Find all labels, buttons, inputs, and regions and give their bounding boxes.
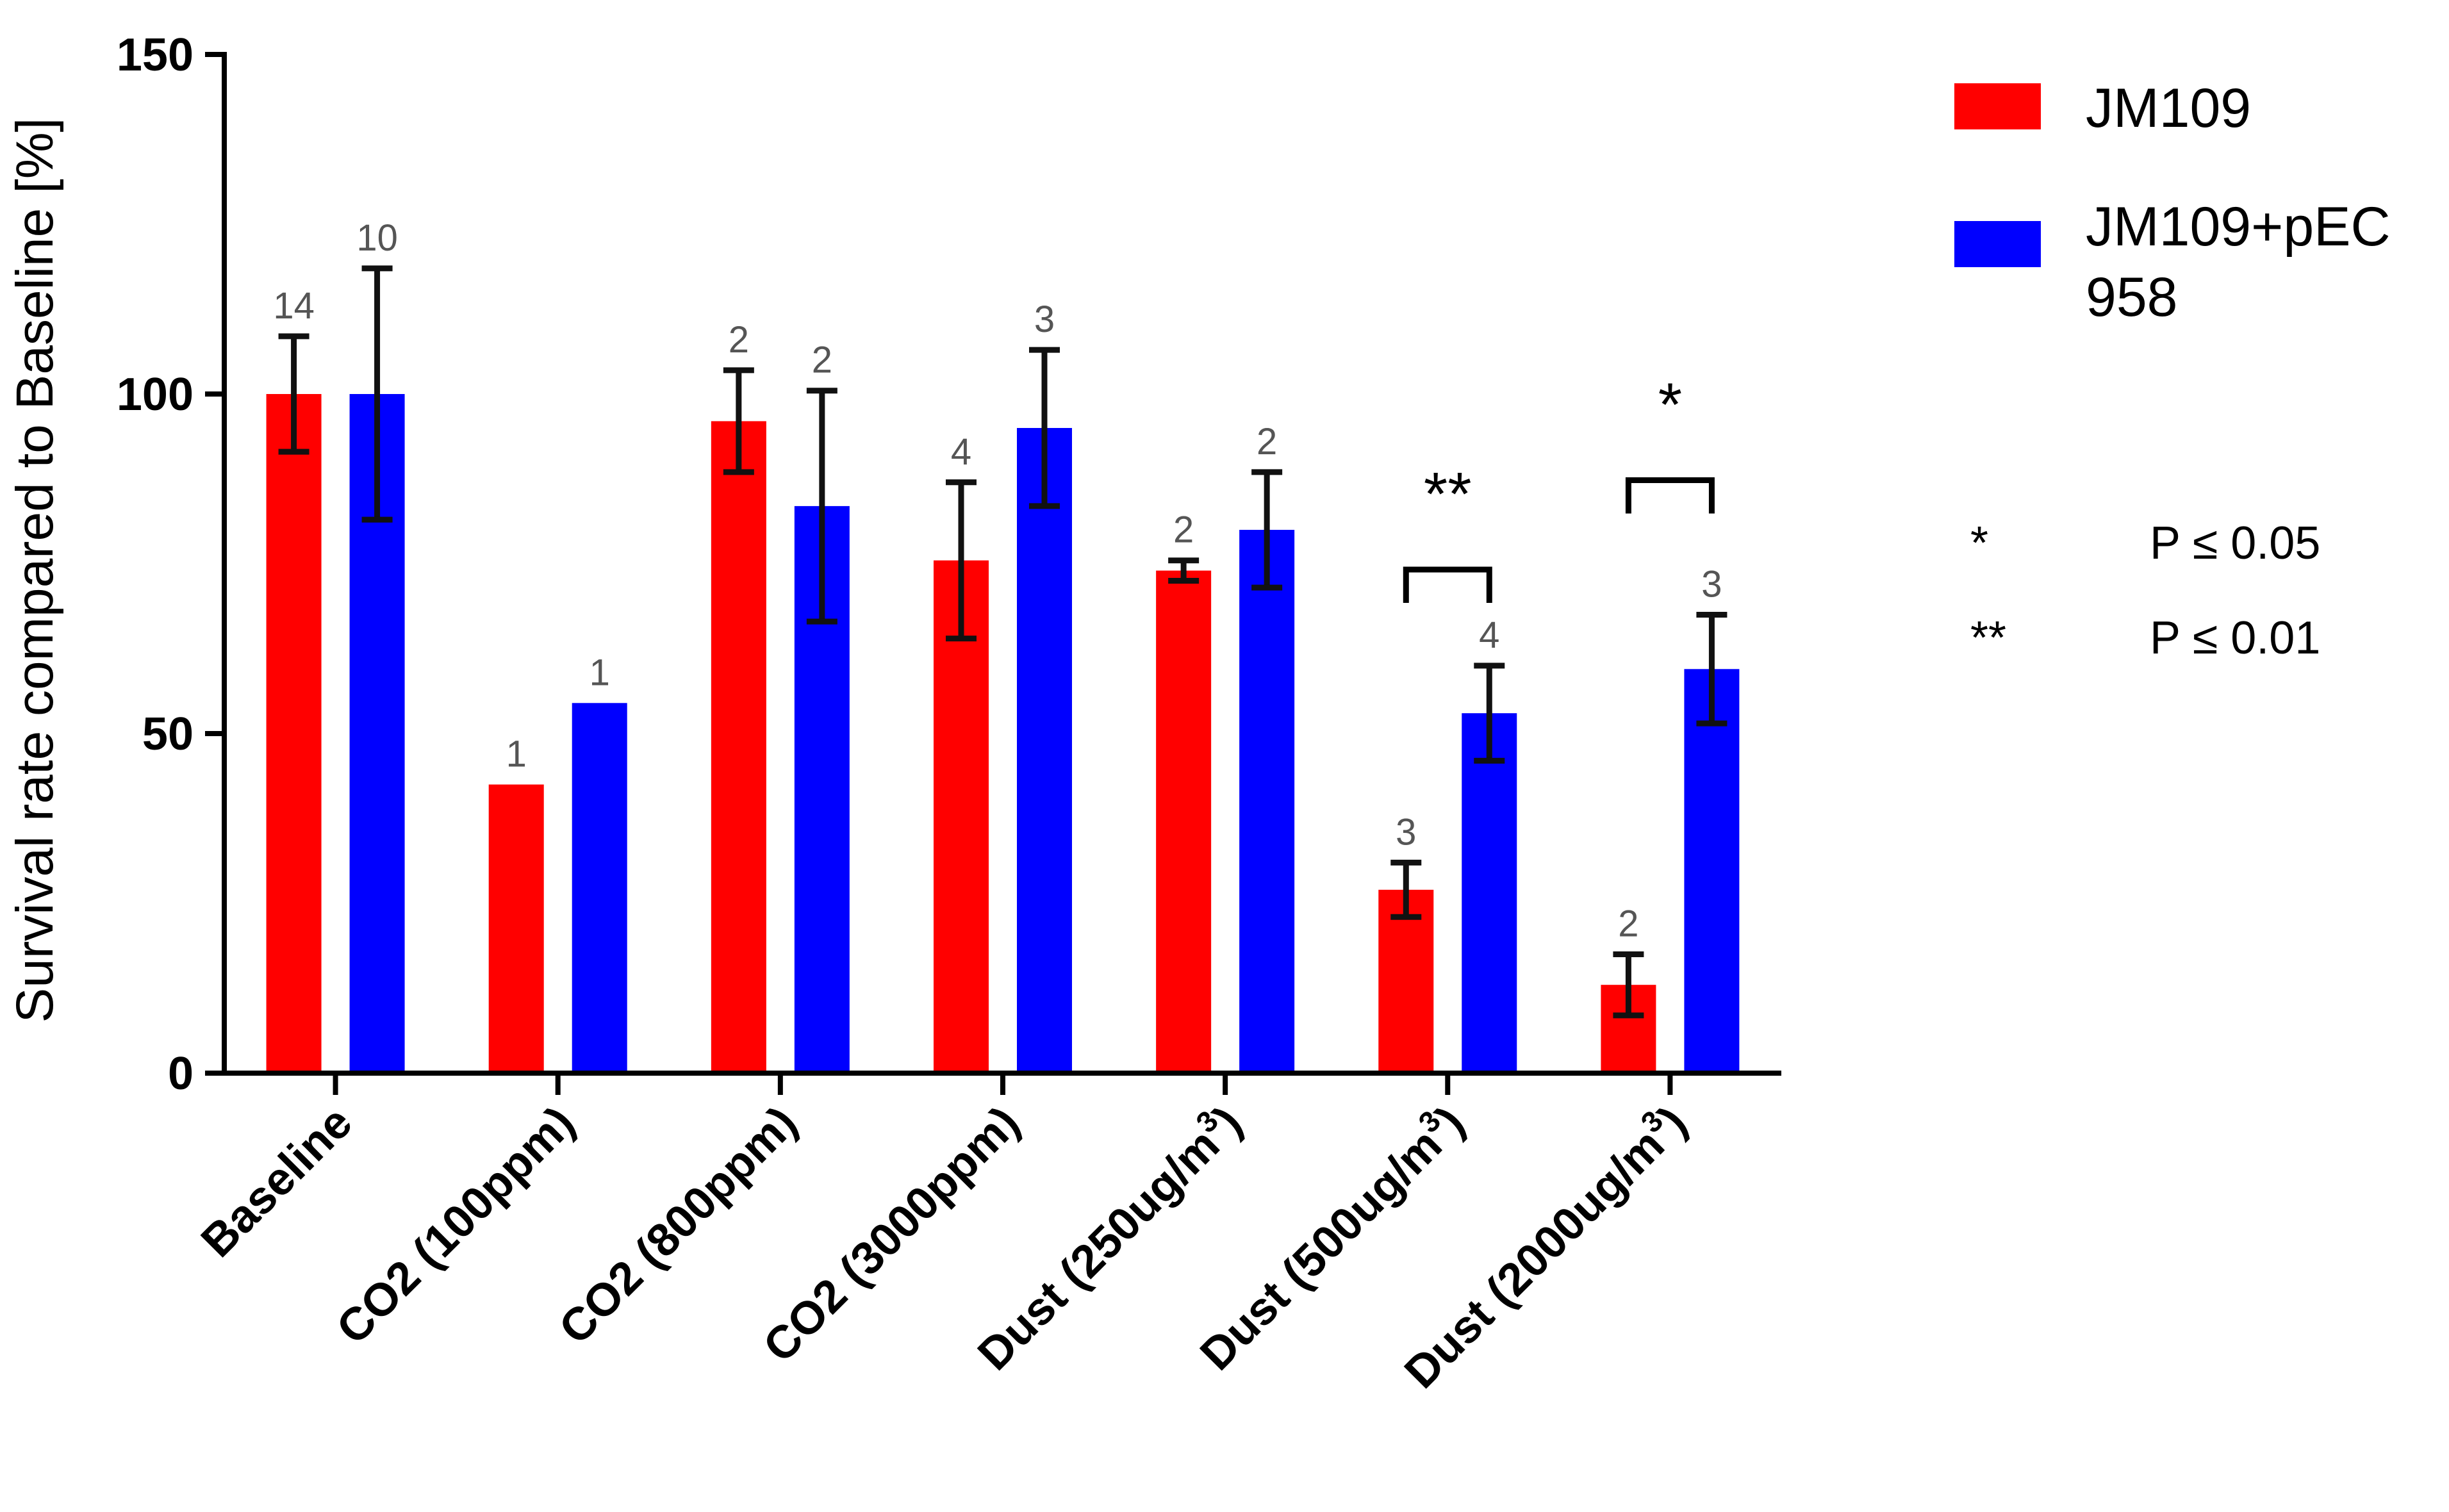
error-bar-0-0 bbox=[278, 333, 309, 455]
n-label: 2 bbox=[812, 340, 832, 381]
n-label: 3 bbox=[1396, 811, 1416, 853]
n-label: 2 bbox=[1618, 903, 1638, 945]
key-description: P ≤ 0.01 bbox=[2150, 612, 2320, 664]
bar-jm109-4 bbox=[1156, 570, 1212, 1073]
n-label: 4 bbox=[1479, 614, 1499, 656]
n-label: 14 bbox=[273, 285, 315, 327]
error-bar-0-3 bbox=[946, 479, 977, 642]
error-bar-0-6 bbox=[1613, 951, 1644, 1019]
error-bar-0-4 bbox=[1168, 557, 1200, 584]
y-tick-label: 150 bbox=[117, 29, 194, 81]
legend-entry-1: JM109+pEC 958 bbox=[1954, 196, 2391, 328]
bracket-line bbox=[1625, 477, 1715, 514]
bar-jm109-2 bbox=[711, 421, 766, 1073]
bars-layer bbox=[266, 394, 1740, 1073]
x-tick-label: Dust (2000ug/m3) bbox=[1391, 1093, 1696, 1398]
y-tick-label: 50 bbox=[142, 709, 194, 760]
bar-jm109-5 bbox=[1378, 889, 1434, 1073]
significance-bracket-6: * bbox=[1625, 371, 1715, 514]
x-tick-label: CO2 (800ppm) bbox=[549, 1097, 807, 1354]
significance-key-row-0: * P ≤ 0.05 bbox=[1970, 518, 2320, 569]
key-symbol: ** bbox=[1970, 612, 2006, 664]
n-label: 3 bbox=[1701, 564, 1722, 605]
error-bars-layer bbox=[278, 265, 1727, 1019]
legend-entry-0: JM109 bbox=[1954, 78, 2251, 139]
legend: JM109 JM109+pEC 958 bbox=[1954, 78, 2391, 328]
y-tick-label: 100 bbox=[117, 369, 194, 420]
bar-jm109-pec958-5 bbox=[1462, 713, 1517, 1073]
error-bar-1-2 bbox=[806, 388, 837, 625]
error-bar-1-0 bbox=[361, 265, 393, 523]
error-bar-1-4 bbox=[1251, 469, 1283, 591]
legend-label: JM109+pEC bbox=[2086, 196, 2391, 258]
y-tick-label: 0 bbox=[168, 1048, 194, 1099]
bracket-line bbox=[1403, 566, 1492, 603]
key-symbol: * bbox=[1970, 518, 1988, 569]
error-bar-0-5 bbox=[1390, 859, 1422, 920]
bar-jm109-0 bbox=[266, 394, 322, 1073]
significance-key-row-1: ** P ≤ 0.01 bbox=[1970, 612, 2320, 664]
significance-label: ** bbox=[1424, 460, 1472, 529]
y-axis-label: Survival rate compared to Baseline [%] bbox=[6, 118, 64, 1023]
key-description: P ≤ 0.05 bbox=[2150, 518, 2320, 569]
significance-layer: *** bbox=[1403, 371, 1715, 603]
bar-jm109-pec958-4 bbox=[1239, 530, 1295, 1073]
legend-swatch bbox=[1954, 83, 2041, 129]
legend-swatch bbox=[1954, 221, 2041, 267]
x-tick-label: Baseline bbox=[192, 1097, 362, 1267]
bar-jm109-1 bbox=[488, 784, 544, 1073]
significance-bracket-5: ** bbox=[1403, 460, 1492, 603]
legend-label: JM109 bbox=[2086, 78, 2251, 139]
x-tick-label: CO2 (100ppm) bbox=[327, 1097, 584, 1354]
bar-jm109-3 bbox=[934, 560, 989, 1073]
n-label: 2 bbox=[729, 319, 749, 361]
significance-key: * P ≤ 0.05 ** P ≤ 0.01 bbox=[1970, 518, 2320, 664]
error-bar-0-2 bbox=[723, 367, 754, 475]
n-label: 1 bbox=[590, 652, 610, 693]
error-bar-1-5 bbox=[1474, 662, 1505, 764]
error-bar-1-3 bbox=[1029, 347, 1060, 509]
n-label: 4 bbox=[951, 431, 971, 473]
n-label: 2 bbox=[1173, 509, 1194, 551]
significance-label: * bbox=[1658, 371, 1682, 440]
n-label: 3 bbox=[1034, 299, 1055, 340]
bar-jm109-pec958-6 bbox=[1684, 669, 1740, 1073]
bar-jm109-pec958-1 bbox=[572, 703, 627, 1073]
bar-jm109-pec958-3 bbox=[1017, 428, 1072, 1073]
legend-label: 958 bbox=[2086, 267, 2178, 328]
n-labels-layer: 14 1 2 4 2 3 2 10 1 2 3 2 4 3 bbox=[273, 217, 1722, 945]
n-label: 1 bbox=[506, 734, 527, 775]
n-label: 2 bbox=[1257, 421, 1277, 463]
n-label: 10 bbox=[356, 217, 398, 259]
error-bar-1-6 bbox=[1696, 612, 1727, 727]
